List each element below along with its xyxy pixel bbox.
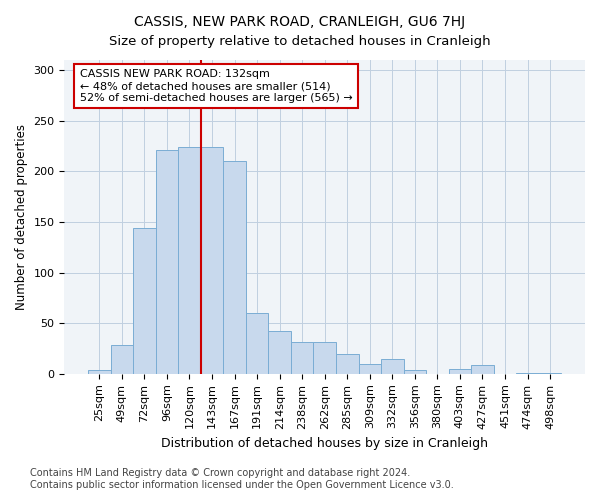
- Bar: [449, 369, 471, 374]
- Text: Size of property relative to detached houses in Cranleigh: Size of property relative to detached ho…: [109, 35, 491, 48]
- Bar: [88, 370, 110, 374]
- Text: CASSIS NEW PARK ROAD: 132sqm
← 48% of detached houses are smaller (514)
52% of s: CASSIS NEW PARK ROAD: 132sqm ← 48% of de…: [80, 70, 353, 102]
- Y-axis label: Number of detached properties: Number of detached properties: [15, 124, 28, 310]
- Bar: [223, 161, 246, 374]
- Bar: [155, 150, 178, 374]
- Bar: [268, 332, 291, 374]
- Bar: [313, 342, 336, 374]
- Bar: [359, 364, 381, 374]
- Bar: [133, 228, 155, 374]
- Bar: [471, 364, 494, 374]
- Bar: [516, 373, 539, 374]
- Bar: [178, 147, 201, 374]
- Bar: [110, 346, 133, 374]
- Bar: [381, 358, 404, 374]
- Text: CASSIS, NEW PARK ROAD, CRANLEIGH, GU6 7HJ: CASSIS, NEW PARK ROAD, CRANLEIGH, GU6 7H…: [134, 15, 466, 29]
- Text: Contains HM Land Registry data © Crown copyright and database right 2024.
Contai: Contains HM Land Registry data © Crown c…: [30, 468, 454, 490]
- Bar: [246, 313, 268, 374]
- Bar: [539, 373, 562, 374]
- Bar: [291, 342, 313, 374]
- Bar: [336, 354, 359, 374]
- Bar: [404, 370, 426, 374]
- X-axis label: Distribution of detached houses by size in Cranleigh: Distribution of detached houses by size …: [161, 437, 488, 450]
- Bar: [201, 147, 223, 374]
